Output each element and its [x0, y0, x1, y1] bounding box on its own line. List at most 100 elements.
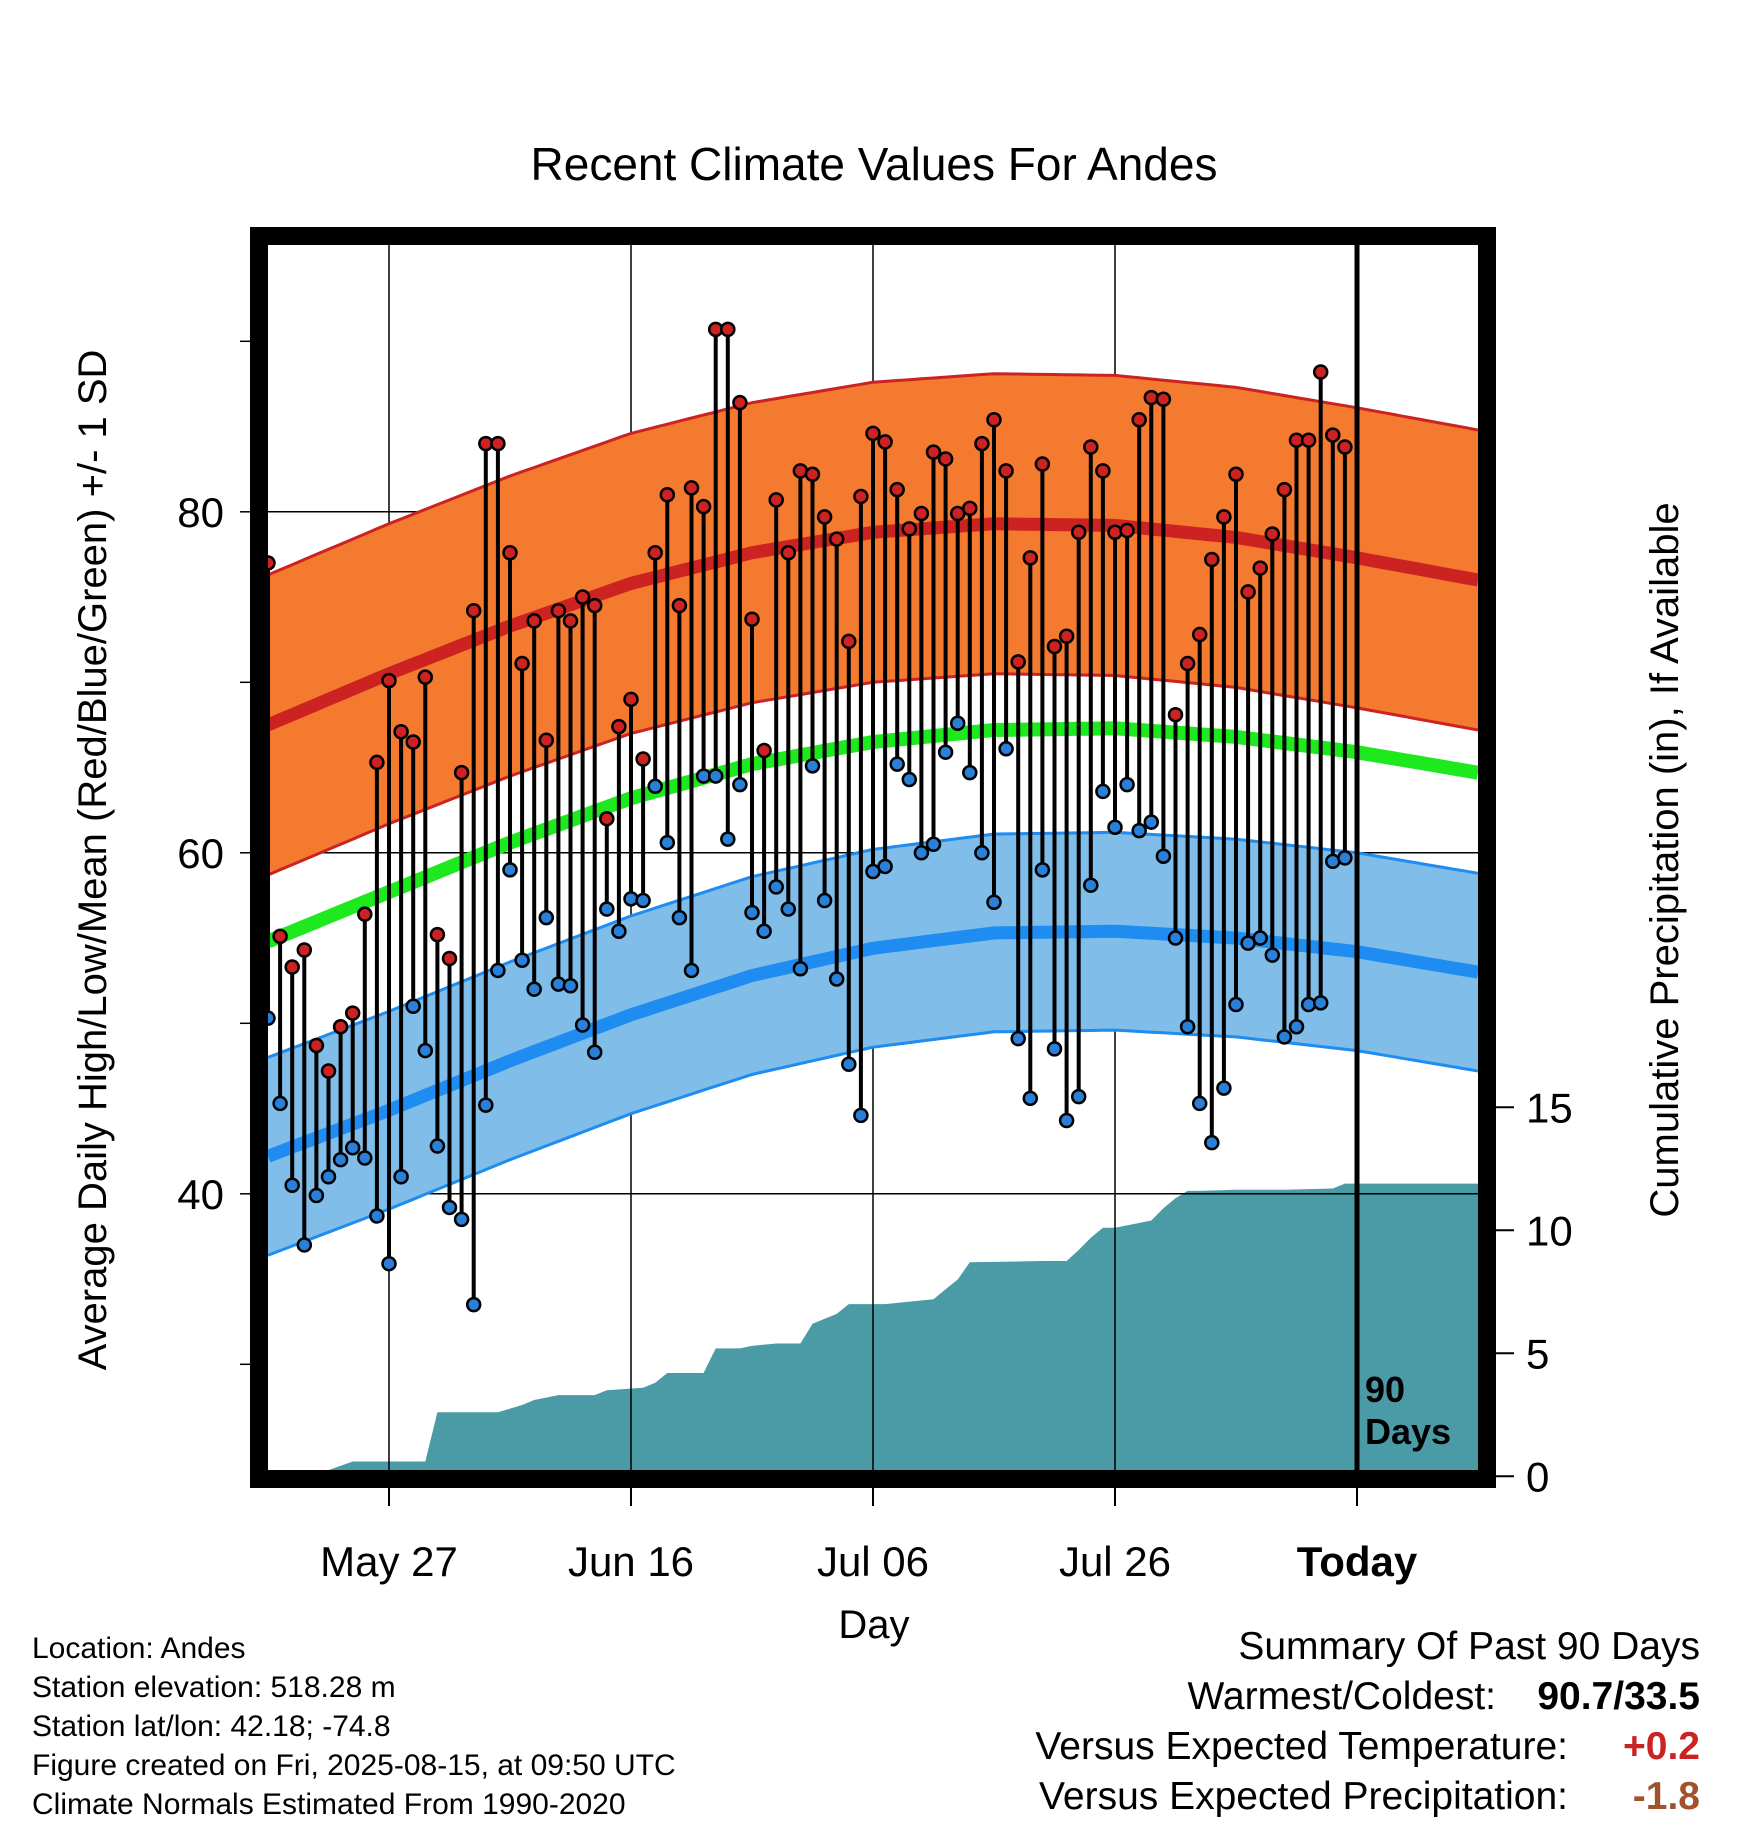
daily-low-point [671, 909, 688, 926]
daily-low-point [635, 892, 651, 909]
daily-high-point [647, 544, 663, 561]
daily-low-point [913, 845, 930, 861]
daily-high-point [453, 764, 470, 781]
summary-panel: Summary Of Past 90 Days Warmest/Coldest:… [1035, 1625, 1700, 1818]
daily-high-point [514, 655, 530, 672]
daily-high-point [441, 950, 458, 967]
daily-high-point [1083, 439, 1099, 455]
daily-high-point [780, 544, 797, 561]
daily-low-point [683, 962, 700, 979]
daily-high-point [308, 1037, 325, 1054]
daily-low-point [792, 960, 809, 977]
daily-low-point [453, 1211, 470, 1228]
daily-low-point [538, 909, 555, 926]
daily-low-point [659, 834, 676, 851]
daily-low-point [1046, 1041, 1063, 1057]
x-tick-label: May 27 [320, 1538, 458, 1585]
y-axis-label: Average Daily High/Low/Mean (Red/Blue/Gr… [71, 350, 115, 1371]
daily-low-point [1131, 822, 1147, 839]
daily-high-point [683, 480, 700, 496]
daily-low-point [599, 901, 615, 917]
daily-high-point [1252, 560, 1268, 576]
daily-high-point [574, 589, 591, 605]
daily-high-point [1131, 411, 1147, 428]
precipitation-area [328, 1183, 1478, 1470]
daily-low-point [949, 715, 966, 731]
daily-low-point [502, 862, 518, 878]
daily-high-point [889, 481, 905, 498]
daily-low-point [744, 904, 760, 921]
daily-high-point [1034, 456, 1051, 472]
daily-high-point [502, 544, 518, 561]
daily-high-point [268, 555, 276, 571]
daily-high-point [877, 434, 893, 450]
daily-low-point [268, 1010, 276, 1026]
daily-low-point [901, 771, 918, 788]
daily-low-point [1107, 819, 1123, 835]
daily-low-point [828, 971, 845, 987]
daily-high-point [937, 451, 954, 467]
summary-warm-cold-value: 90.7/33.5 [1537, 1675, 1700, 1718]
daily-high-point [465, 602, 482, 619]
daily-high-point [393, 723, 409, 740]
daily-high-point [1095, 463, 1111, 479]
info-elevation: Station elevation: 518.28 m [32, 1671, 396, 1704]
daily-low-point [1337, 850, 1353, 866]
daily-low-point [405, 998, 421, 1014]
daily-low-point [1264, 947, 1281, 963]
daily-high-point [804, 466, 821, 483]
y2-tick-label: 15 [1526, 1084, 1573, 1131]
daily-low-point [974, 845, 990, 861]
days-label-word: Days [1365, 1411, 1451, 1452]
daily-high-point [405, 734, 421, 750]
daily-high-point [1276, 481, 1293, 498]
daily-high-point [1119, 522, 1135, 539]
summary-precip-label: Versus Expected Precipitation: [1039, 1775, 1568, 1818]
daily-low-point [1095, 783, 1111, 800]
y-tick-label: 60 [177, 830, 224, 877]
daily-high-point [429, 926, 446, 943]
daily-low-point [1204, 1134, 1220, 1151]
daily-high-point [1167, 706, 1184, 723]
y2-tick-label: 5 [1526, 1330, 1549, 1377]
daily-high-point [962, 500, 978, 517]
daily-high-point [1216, 509, 1232, 525]
daily-high-point [828, 531, 845, 547]
daily-low-point [1288, 1018, 1305, 1035]
daily-high-point [526, 613, 542, 629]
y-tick-label: 40 [177, 1171, 224, 1218]
daily-high-point [381, 672, 397, 689]
daily-low-point [1143, 814, 1160, 830]
daily-low-point [478, 1097, 494, 1113]
daily-low-point [1167, 930, 1184, 946]
daily-low-point [1058, 1112, 1075, 1129]
daily-high-point [1228, 466, 1244, 483]
info-location: Location: Andes [32, 1632, 246, 1665]
y2-tick-label: 0 [1526, 1453, 1549, 1500]
daily-high-point [320, 1063, 337, 1079]
high-band-upper-edge [268, 372, 1478, 577]
daily-low-point [1216, 1080, 1232, 1096]
daily-low-point [998, 741, 1014, 757]
low-normal-line [268, 924, 1478, 1163]
daily-high-point [1240, 584, 1256, 600]
daily-high-point [1204, 551, 1220, 568]
daily-low-point [937, 744, 954, 760]
daily-low-point [1312, 995, 1329, 1011]
daily-low-point [1276, 1029, 1293, 1045]
daily-low-point [768, 879, 784, 895]
daily-high-point [586, 597, 603, 614]
daily-low-point [526, 981, 542, 997]
station-info: Location: Andes Station elevation: 518.2… [32, 1632, 676, 1821]
daily-high-point [841, 633, 857, 650]
daily-low-point [707, 768, 724, 784]
daily-low-point [1155, 848, 1172, 864]
summary-precip-value: -1.8 [1633, 1775, 1700, 1818]
daily-low-point [586, 1044, 603, 1061]
daily-low-point [732, 776, 748, 793]
daily-high-point [611, 718, 627, 735]
daily-low-point [877, 858, 893, 875]
daily-high-point [671, 597, 688, 614]
daily-high-point [1179, 655, 1196, 672]
